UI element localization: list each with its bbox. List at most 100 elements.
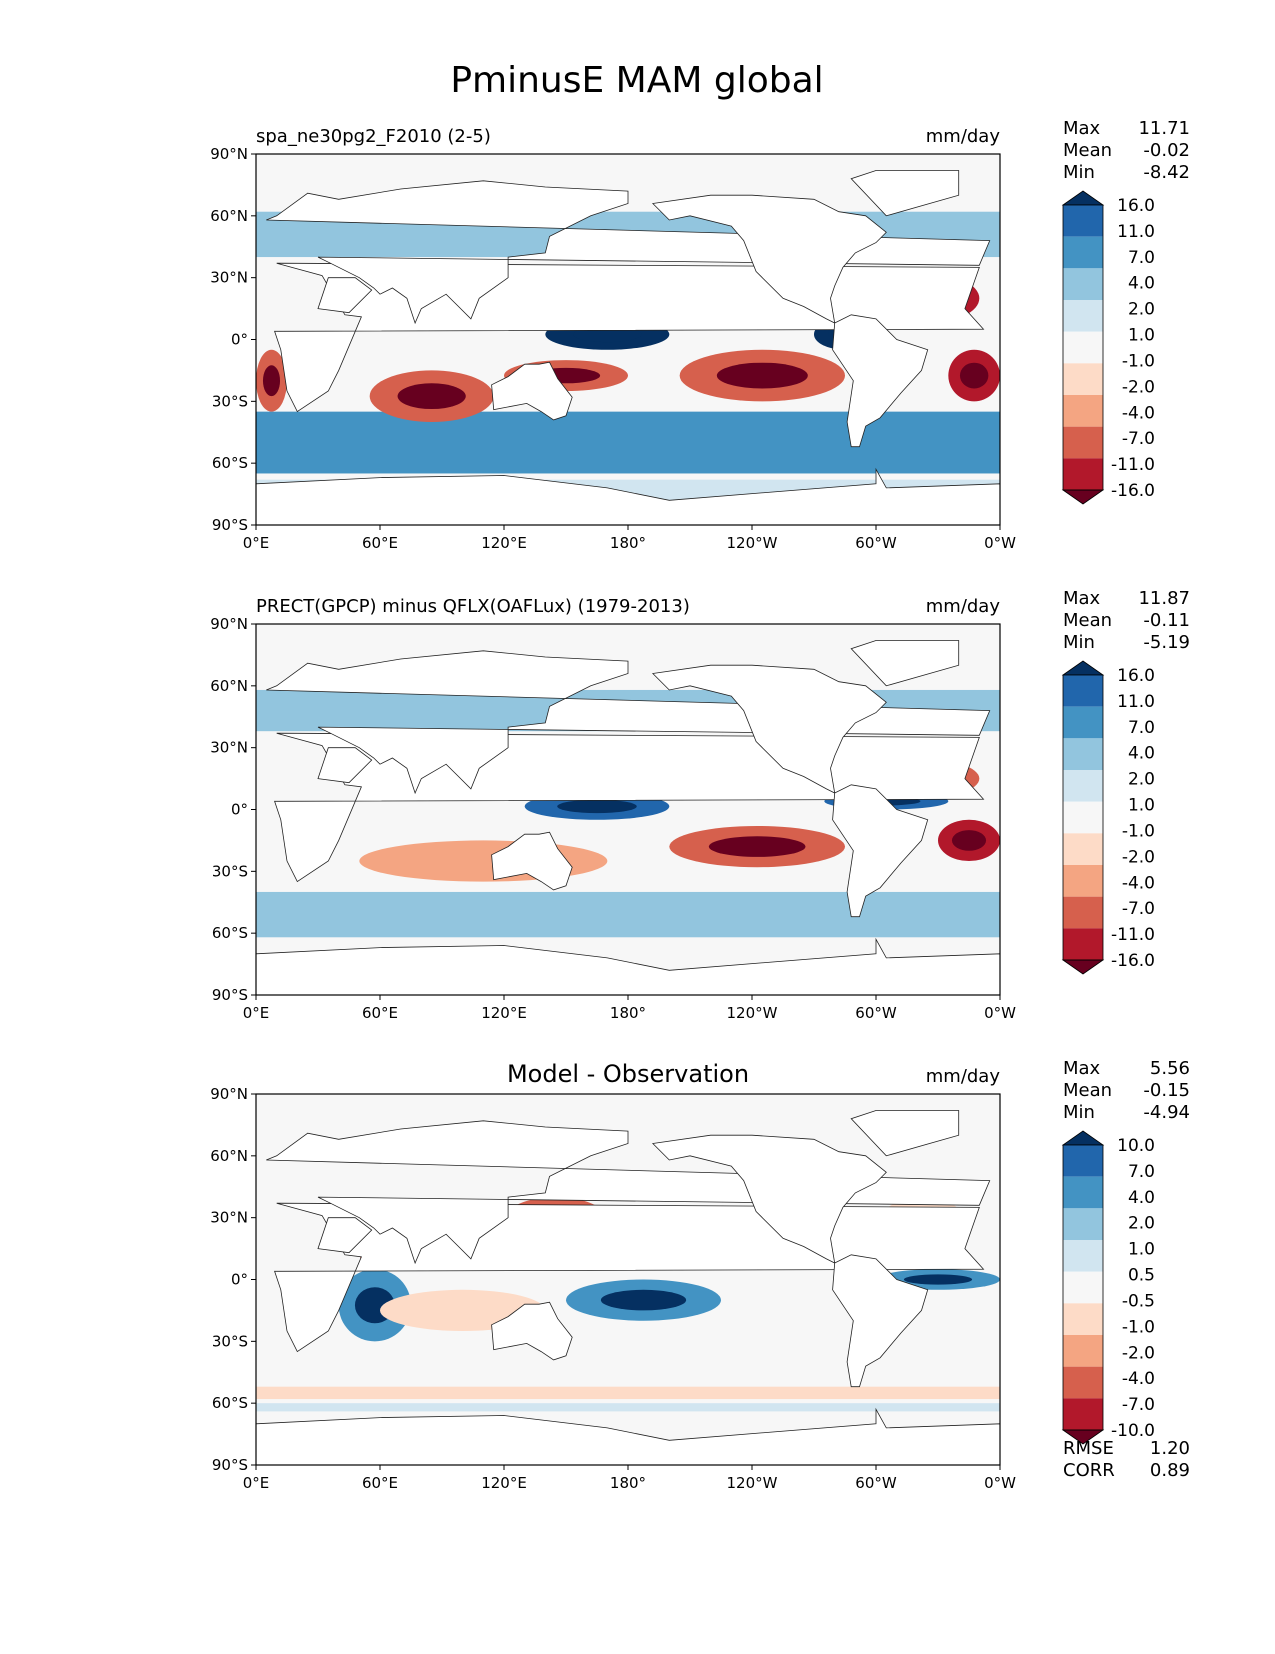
colorbar-swatch [1063, 395, 1103, 427]
lon-tick-label: 120°E [481, 1004, 527, 1022]
colorbar-tick-label: 7.0 [1128, 248, 1155, 268]
lon-tick-label: 0°W [984, 534, 1016, 552]
colorbar-tick-label: 1.0 [1128, 326, 1155, 346]
colorbar-tick-label: -2.0 [1122, 847, 1155, 867]
colorbar-swatch [1063, 1335, 1103, 1367]
colorbar-extend-min [1061, 489, 1105, 505]
lon-tick-label: 60°E [362, 534, 398, 552]
coastline [850, 640, 960, 687]
colorbar-tick-label: -16.0 [1111, 951, 1155, 971]
colorbar-swatch [1063, 300, 1103, 332]
lon-tick-label: 180° [610, 1474, 646, 1492]
colorbar-tick-label: 16.0 [1117, 196, 1155, 216]
coastline [491, 1301, 573, 1361]
colorbar-swatch [1063, 458, 1103, 490]
colorbar-tick-label: 11.0 [1117, 692, 1155, 712]
stat-value: -4.94 [1143, 1102, 1190, 1123]
corr-label: CORR [1063, 1460, 1115, 1481]
field-anomaly-core [716, 362, 808, 389]
stat-label: Mean [1063, 140, 1112, 161]
stat-value: 11.71 [1138, 118, 1190, 139]
lat-tick-label: 60°N [210, 1147, 248, 1165]
lon-tick-label: 0°W [984, 1474, 1016, 1492]
corr-value: 0.89 [1150, 1460, 1190, 1481]
colorbar-swatch [1063, 1240, 1103, 1272]
colorbar-swatch [1063, 770, 1103, 802]
colorbar-tick-label: 4.0 [1128, 274, 1155, 294]
stat-label: Max [1063, 1058, 1101, 1079]
colorbar-tick-label: 11.0 [1117, 222, 1155, 242]
stat-label: Max [1063, 588, 1101, 609]
stat-label: Max [1063, 118, 1101, 139]
colorbar-swatch [1063, 426, 1103, 459]
colorbar-tick-label: 7.0 [1128, 1162, 1155, 1182]
field-anomaly [359, 840, 608, 882]
lat-tick-label: 30°S [212, 1332, 248, 1350]
colorbar-tick-label: -16.0 [1111, 481, 1155, 501]
stat-value: -5.19 [1143, 632, 1190, 653]
lat-tick-label: 30°S [212, 862, 248, 880]
coastline [317, 747, 373, 784]
colorbar-tick-label: -0.5 [1122, 1291, 1155, 1311]
lon-tick-label: 180° [610, 534, 646, 552]
coastline [256, 937, 1000, 995]
lat-tick-label: 30°N [210, 269, 248, 287]
colorbar-tick-label: -7.0 [1122, 429, 1155, 449]
field-anomaly-core [397, 383, 466, 410]
stat-value: -8.42 [1143, 162, 1190, 183]
stat-value: -0.15 [1143, 1080, 1190, 1101]
lon-tick-label: 60°E [362, 1004, 398, 1022]
colorbar-tick-label: -11.0 [1111, 455, 1155, 475]
colorbar-tick-label: 4.0 [1128, 744, 1155, 764]
panel-units: mm/day [926, 1066, 1001, 1087]
colorbar-tick-label: 10.0 [1117, 1136, 1155, 1156]
panel-units: mm/day [926, 596, 1001, 617]
lat-tick-label: 90°N [210, 615, 248, 633]
lon-tick-label: 120°W [727, 534, 778, 552]
coastline [256, 467, 1000, 525]
colorbar-tick-label: 2.0 [1128, 1214, 1155, 1234]
colorbar-swatch [1063, 675, 1103, 707]
lat-tick-label: 90°N [210, 145, 248, 163]
lon-tick-label: 0°E [243, 534, 270, 552]
colorbar-swatch [1063, 1145, 1103, 1177]
colorbar-swatch [1063, 706, 1103, 739]
stat-value: 11.87 [1138, 588, 1190, 609]
stat-label: Mean [1063, 1080, 1112, 1101]
lat-tick-label: 30°N [210, 1209, 248, 1227]
rmse-label: RMSE [1063, 1438, 1114, 1459]
lat-tick-label: 90°S [212, 1456, 248, 1474]
lon-tick-label: 60°W [855, 1474, 897, 1492]
stat-value: -0.02 [1143, 140, 1190, 161]
colorbar-tick-label: -1.0 [1122, 351, 1155, 371]
lat-tick-label: 90°S [212, 986, 248, 1004]
colorbar-swatch [1063, 363, 1103, 395]
colorbar-frame [1062, 204, 1104, 491]
field-band [256, 1386, 1000, 1400]
lat-tick-label: 60°S [212, 454, 248, 472]
colorbar-swatch [1063, 1176, 1103, 1209]
coastline [850, 170, 960, 217]
colorbar-swatch [1063, 896, 1103, 929]
colorbar-swatch [1063, 236, 1103, 269]
colorbar-swatch [1063, 1398, 1103, 1430]
figure-title: PminusE MAM global [450, 60, 823, 101]
coastline [317, 277, 373, 314]
stat-label: Mean [1063, 610, 1112, 631]
stat-label: Min [1063, 632, 1095, 653]
coastline [317, 1217, 373, 1254]
field-band [256, 411, 1000, 474]
colorbar-extend-max [1061, 190, 1105, 206]
coastline [491, 361, 573, 421]
panel-units: mm/day [926, 126, 1001, 147]
panel-center-title: Model - Observation [507, 1060, 749, 1088]
colorbar-swatch [1063, 1303, 1103, 1335]
colorbar-swatch [1063, 1271, 1103, 1304]
field-anomaly-core [262, 365, 281, 397]
coastline [832, 1254, 929, 1388]
map-field [256, 1094, 1000, 1465]
stat-label: Min [1063, 1102, 1095, 1123]
panel-difference: 90°N 60°N 30°N 0° 30°S 60°S 90°S0°E 60°E 120°E 18… [210, 1058, 1190, 1492]
lon-tick-label: 120°W [727, 1004, 778, 1022]
